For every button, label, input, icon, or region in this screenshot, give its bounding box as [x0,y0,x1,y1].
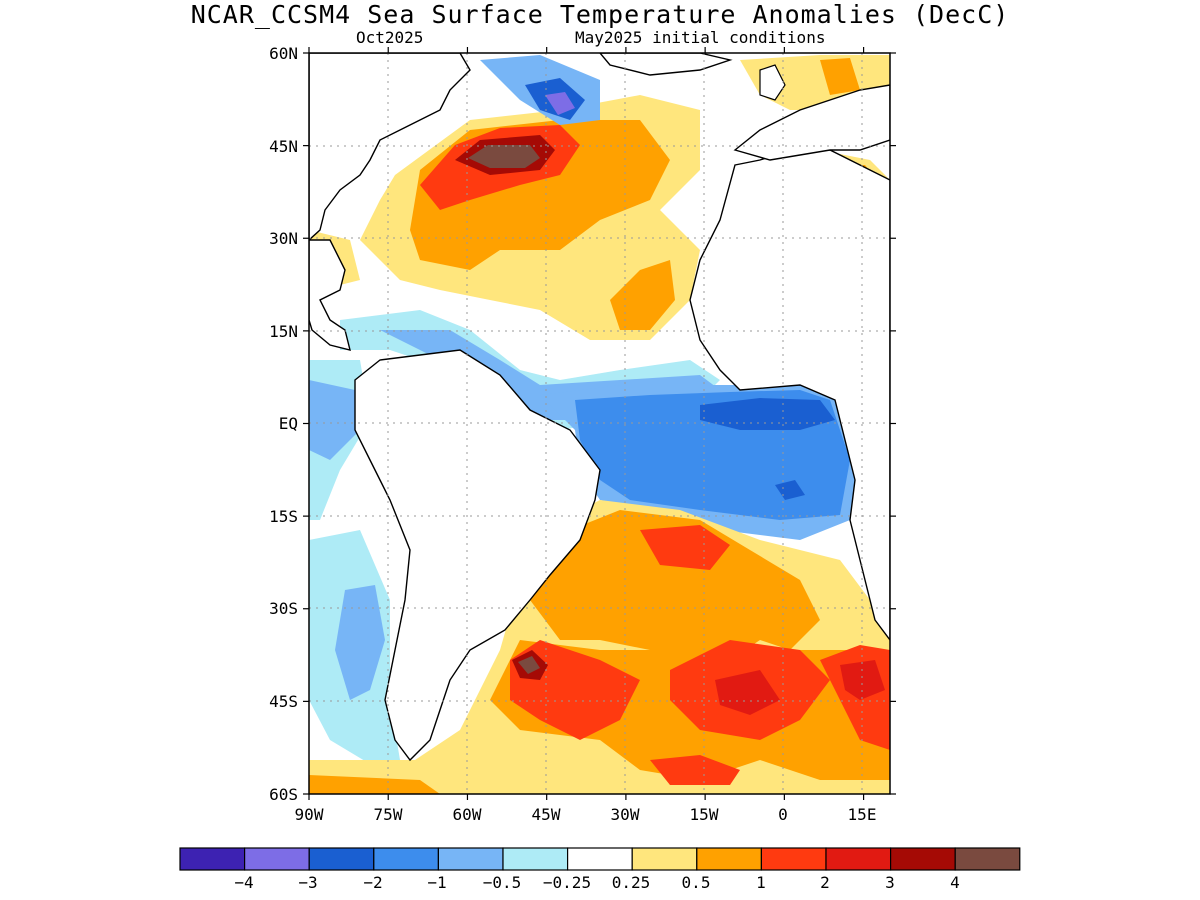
anomaly-region [309,775,440,794]
colorbar-label: −0.5 [483,873,522,892]
lat-tick-label: 30S [269,599,298,618]
lat-tick-label: 60S [269,785,298,804]
lat-tick-label: 15S [269,507,298,526]
lon-tick-label: 0 [778,805,788,824]
lat-tick-label: EQ [279,414,298,433]
land-north-america [309,53,471,241]
anomaly-region [700,398,835,430]
lat-tick-label: 45S [269,692,298,711]
colorbar-label: 0.5 [682,873,711,892]
colorbar-swatch [696,847,762,871]
gridlines [309,53,890,794]
anomaly-region [820,58,860,95]
colorbar-swatch [631,847,698,871]
colorbar-swatch [179,847,246,871]
colorbar-swatch [825,847,892,871]
anomaly-region [715,670,780,715]
lat-tick-label: 45N [269,137,298,156]
colorbar-label: 2 [820,873,830,892]
lat-tick-label: 60N [269,44,298,63]
colorbar-label: 4 [950,873,960,892]
lon-tick-label: 15E [848,805,877,824]
colorbar-swatch [308,847,375,871]
lon-tick-label: 60W [453,805,482,824]
colorbar-legend [179,847,1021,871]
anomaly-region [545,92,575,115]
land-europe [733,84,890,161]
lat-tick-label: 30N [269,229,298,248]
colorbar-swatch [954,847,1021,871]
init-conditions-label: May2025 initial conditions [575,28,826,47]
colorbar-label: −1 [427,873,446,892]
anomaly-region [640,525,730,570]
lon-tick-label: 15W [690,805,719,824]
anomaly-region [518,656,540,674]
lon-tick-label: 30W [611,805,640,824]
anomaly-region [840,660,885,700]
colorbar-label: −4 [234,873,253,892]
anomaly-region [468,145,540,168]
anomaly-region [309,380,360,460]
anomaly-region [530,510,820,670]
colorbar-label: −0.25 [543,873,591,892]
land-greenland [599,53,733,76]
anomaly-field [309,53,890,794]
land-uk [759,64,786,101]
land-central-america [309,239,351,351]
axis-ticks [303,47,896,800]
colorbar-swatch [760,847,827,871]
lon-tick-label: 90W [295,805,324,824]
colorbar-swatch [437,847,504,871]
anomaly-region [650,755,740,785]
colorbar-label: −2 [363,873,382,892]
colorbar-swatch [889,847,956,871]
anomaly-region [610,260,675,330]
colorbar-label: 0.25 [612,873,651,892]
valid-month-label: Oct2025 [356,28,424,47]
colorbar-swatch [244,847,310,871]
chart-title: NCAR_CCSM4 Sea Surface Temperature Anoma… [190,0,1010,29]
colorbar-swatch [502,847,569,871]
colorbar-swatch [566,847,633,871]
colorbar-label: 1 [756,873,766,892]
colorbar-labels: −4 −3 −2 −1 −0.5 −0.25 0.25 0.5 1 2 3 4 [234,873,959,892]
colorbar-label: 3 [885,873,895,892]
colorbar-label: −3 [298,873,317,892]
lon-tick-label: 45W [532,805,561,824]
land-south-america [354,349,601,762]
lon-tick-label: 75W [374,805,403,824]
colorbar-swatch [373,847,439,871]
lat-tick-label: 15N [269,322,298,341]
anomaly-region [335,585,385,700]
